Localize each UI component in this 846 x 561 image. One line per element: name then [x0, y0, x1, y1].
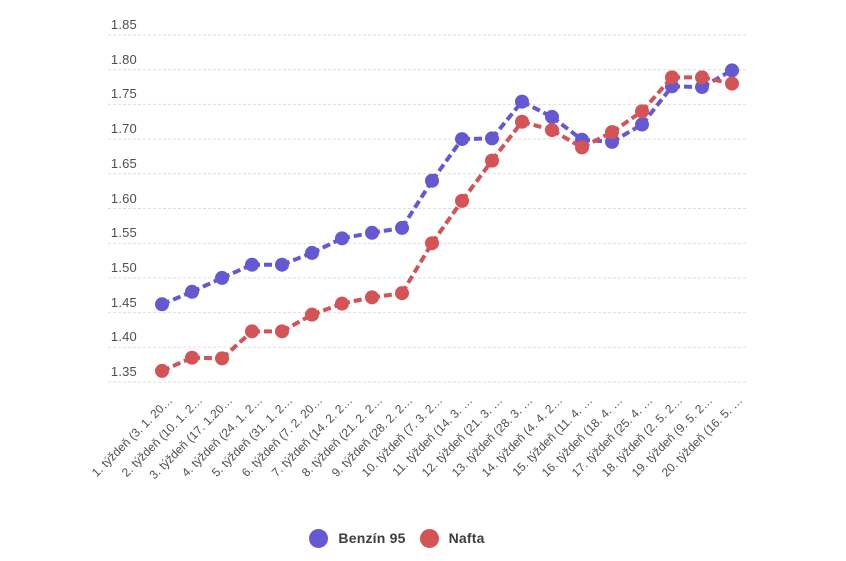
nafta-data-point-1[interactable]	[155, 363, 169, 378]
benzin95-data-point-1[interactable]	[155, 297, 169, 312]
benzin95-series-dot-icon	[309, 528, 329, 548]
nafta-data-point-6[interactable]	[305, 307, 319, 322]
series-segment	[400, 242, 434, 295]
nafta-data-point-2[interactable]	[185, 350, 199, 365]
y-axis-tick-label: 1.60	[110, 190, 137, 206]
benzin95-data-point-4[interactable]	[245, 257, 259, 272]
benzin95-data-point-5[interactable]	[275, 257, 289, 272]
nafta-data-point-9[interactable]	[395, 286, 409, 301]
nafta-data-point-18[interactable]	[665, 70, 679, 85]
nafta-series-dot-icon	[419, 528, 439, 548]
y-axis-tick-label: 1.65	[110, 155, 137, 171]
chart-legend: Benzín 95 Nafta	[0, 526, 846, 550]
y-axis-tick-label: 1.80	[110, 51, 137, 67]
y-axis-tick-label: 1.55	[110, 225, 137, 241]
y-axis-tick-label: 1.50	[110, 259, 137, 275]
series-segment	[400, 179, 434, 230]
y-axis-tick-label: 1.70	[110, 121, 137, 137]
benzin95-data-point-2[interactable]	[185, 284, 199, 299]
nafta-data-point-3[interactable]	[215, 351, 229, 366]
legend-item-benzin95[interactable]: Benzín 95	[309, 528, 406, 548]
nafta-data-point-12[interactable]	[485, 153, 499, 168]
benzin95-data-point-20[interactable]	[725, 63, 739, 78]
benzin95-data-point-3[interactable]	[215, 270, 229, 285]
series-segment	[460, 159, 494, 203]
nafta-data-point-4[interactable]	[245, 324, 259, 339]
nafta-data-point-17[interactable]	[635, 104, 649, 119]
benzin95-data-point-17[interactable]	[635, 117, 649, 132]
series-segment	[490, 120, 524, 162]
series-segment	[430, 137, 464, 182]
nafta-data-point-8[interactable]	[365, 290, 379, 305]
nafta-data-point-5[interactable]	[275, 324, 289, 339]
nafta-data-point-14[interactable]	[545, 123, 559, 138]
nafta-data-point-19[interactable]	[695, 70, 709, 85]
series-segment	[640, 85, 674, 126]
y-axis-tick-label: 1.75	[110, 86, 137, 102]
series-segment	[640, 76, 674, 113]
benzin95-data-point-6[interactable]	[305, 245, 319, 260]
benzin95-data-point-11[interactable]	[455, 132, 469, 147]
benzin95-data-point-10[interactable]	[425, 173, 439, 188]
nafta-data-point-13[interactable]	[515, 114, 529, 129]
legend-label-nafta: Nafta	[448, 530, 485, 546]
y-axis-tick-label: 1.40	[110, 329, 137, 345]
nafta-data-point-10[interactable]	[425, 236, 439, 251]
nafta-data-point-15[interactable]	[575, 140, 589, 155]
series-segment	[490, 100, 524, 140]
nafta-data-point-16[interactable]	[605, 125, 619, 140]
y-axis-tick-label: 1.45	[110, 294, 137, 310]
y-axis-tick-label: 1.35	[110, 364, 137, 379]
y-axis-tick-label: 1.85	[110, 17, 137, 32]
nafta-data-point-11[interactable]	[455, 193, 469, 208]
benzin95-data-point-8[interactable]	[365, 225, 379, 240]
benzin95-data-point-12[interactable]	[485, 131, 499, 146]
benzin95-data-point-19[interactable]	[695, 80, 709, 95]
benzin95-data-point-9[interactable]	[395, 220, 409, 235]
series-segment	[430, 199, 464, 245]
benzin95-data-point-16[interactable]	[605, 134, 619, 149]
legend-label-benzin95: Benzín 95	[338, 530, 406, 546]
legend-item-nafta[interactable]: Nafta	[419, 528, 485, 548]
benzin95-data-point-13[interactable]	[515, 94, 529, 109]
nafta-data-point-20[interactable]	[725, 76, 739, 91]
nafta-data-point-7[interactable]	[335, 296, 349, 311]
benzin95-data-point-14[interactable]	[545, 109, 559, 124]
benzin95-data-point-7[interactable]	[335, 231, 349, 246]
